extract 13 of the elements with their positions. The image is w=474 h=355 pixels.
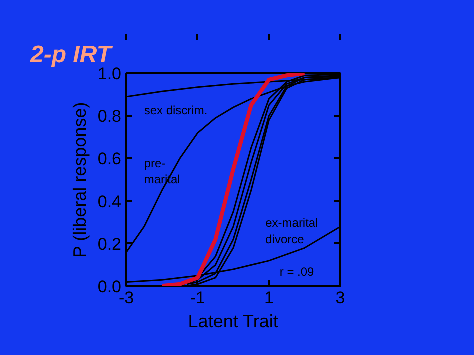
x-tick-label: 3: [336, 288, 346, 308]
x-tick-label: -1: [190, 288, 206, 308]
x-axis-title: Latent Trait: [188, 312, 278, 332]
y-tick-label: 0.8: [98, 107, 122, 126]
series-label: sex discrim.: [144, 103, 208, 118]
annotation: r = .09: [280, 265, 315, 280]
y-tick-label: 0.0: [98, 278, 122, 296]
y-tick-label: 0.6: [98, 150, 122, 169]
x-tick-label: 1: [264, 288, 274, 308]
y-tick-label: 0.2: [98, 234, 122, 254]
y-axis-title: P (liberal response): [70, 102, 90, 258]
series-label: ex-marital divorce: [266, 216, 318, 246]
y-tick-label: 0.4: [98, 192, 122, 212]
